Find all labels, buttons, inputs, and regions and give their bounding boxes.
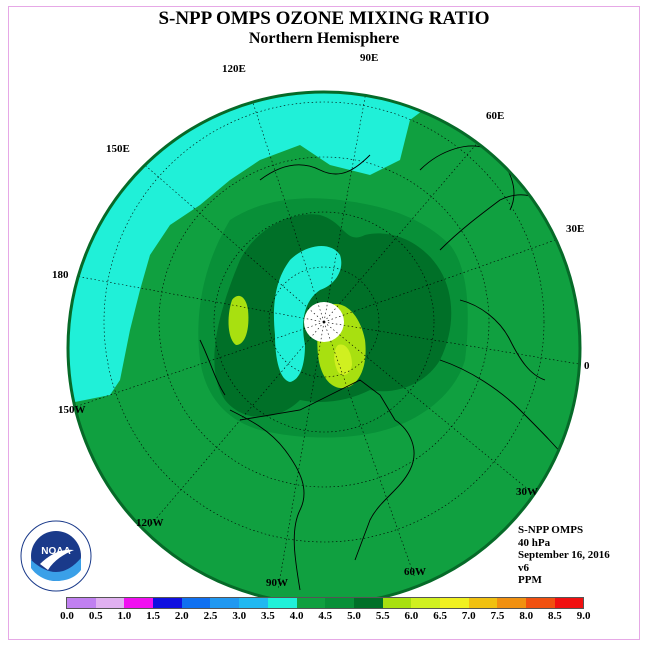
field-3-5-4-0-inner bbox=[273, 245, 342, 382]
info-instrument: S-NPP OMPS bbox=[518, 524, 584, 536]
colorbar-tick-label: 2.5 bbox=[203, 610, 218, 622]
map-disc bbox=[68, 92, 580, 604]
colorbar-segment bbox=[239, 598, 268, 608]
colorbar-segment bbox=[325, 598, 354, 608]
colorbar-segment bbox=[554, 598, 584, 608]
map-title: S-NPP OMPS OZONE MIXING RATIO bbox=[158, 8, 490, 29]
info-units: PPM bbox=[518, 574, 542, 586]
info-block: S-NPP OMPS 40 hPa September 16, 2016 v6 … bbox=[518, 524, 610, 587]
colorbar-segment bbox=[67, 598, 96, 608]
lon-label-150e: 150E bbox=[106, 143, 130, 155]
lon-label-120w: 120W bbox=[136, 517, 164, 529]
map-subtitle: Northern Hemisphere bbox=[248, 30, 400, 47]
info-pressure: 40 hPa bbox=[518, 536, 551, 549]
lon-label-120e: 120E bbox=[222, 63, 246, 75]
noaa-logo-text: NOAA bbox=[41, 546, 70, 557]
colorbar-segment bbox=[526, 598, 555, 608]
colorbar-segment bbox=[296, 598, 326, 608]
colorbar-tick-label: 6.5 bbox=[433, 610, 447, 622]
colorbar-tick-label: 3.5 bbox=[261, 610, 275, 622]
colorbar-segment bbox=[382, 598, 412, 608]
lon-label-90e: 90E bbox=[360, 52, 379, 64]
colorbar bbox=[66, 597, 585, 609]
info-version: v6 bbox=[518, 561, 529, 574]
noaa-logo: NOAA bbox=[20, 520, 92, 592]
colorbar-tick-label: 5.5 bbox=[375, 610, 390, 622]
lon-label-30e: 30E bbox=[566, 223, 585, 235]
field-3-5-4-0-outer bbox=[68, 92, 580, 405]
colorbar-tick-label: 4.0 bbox=[289, 610, 304, 622]
colorbar-segment bbox=[153, 598, 182, 608]
colorbar-tick-label: 3.0 bbox=[232, 610, 247, 622]
colorbar-tick-label: 5.0 bbox=[347, 610, 361, 622]
colorbar-tick-label: 1.5 bbox=[146, 610, 160, 622]
lon-label-90w: 90W bbox=[266, 577, 288, 589]
colorbar-tick-label: 1.0 bbox=[117, 610, 132, 622]
colorbar-segment bbox=[439, 598, 469, 608]
colorbar-segment bbox=[411, 598, 440, 608]
colorbar-segment bbox=[210, 598, 240, 608]
lon-label-180: 180 bbox=[52, 269, 69, 281]
colorbar-tick-label: 0.0 bbox=[60, 610, 74, 622]
colorbar-tick-label: 2.0 bbox=[174, 610, 189, 622]
field-5-5-6-0-west bbox=[228, 295, 249, 345]
lon-label-60w: 60W bbox=[404, 566, 426, 578]
field-6-0-6-5-pole bbox=[334, 344, 352, 376]
colorbar-tick-label: 8.0 bbox=[519, 610, 534, 622]
colorbar-segment bbox=[497, 598, 526, 608]
colorbar-tick-label: 7.5 bbox=[490, 610, 505, 622]
colorbar-segment bbox=[353, 598, 383, 608]
lon-label-0: 0 bbox=[584, 360, 590, 372]
colorbar-tick-label: 9.0 bbox=[576, 610, 591, 622]
colorbar-segment bbox=[468, 598, 498, 608]
colorbar-tick-label: 0.5 bbox=[88, 610, 103, 622]
lon-label-30w: 30W bbox=[516, 486, 538, 498]
colorbar-tick-label: 8.5 bbox=[548, 610, 562, 622]
colorbar-segment bbox=[124, 598, 154, 608]
colorbar-segment bbox=[95, 598, 125, 608]
info-date: September 16, 2016 bbox=[518, 549, 610, 561]
colorbar-segment bbox=[267, 598, 297, 608]
colorbar-tick-label: 7.0 bbox=[461, 610, 476, 622]
colorbar-segment bbox=[181, 598, 211, 608]
colorbar-tick-label: 6.0 bbox=[404, 610, 419, 622]
colorbar-tick-label: 4.5 bbox=[318, 610, 333, 622]
figure-frame bbox=[8, 6, 640, 640]
graticule bbox=[68, 92, 580, 591]
lon-label-150w: 150W bbox=[58, 404, 86, 416]
lon-label-60e: 60E bbox=[486, 110, 505, 122]
